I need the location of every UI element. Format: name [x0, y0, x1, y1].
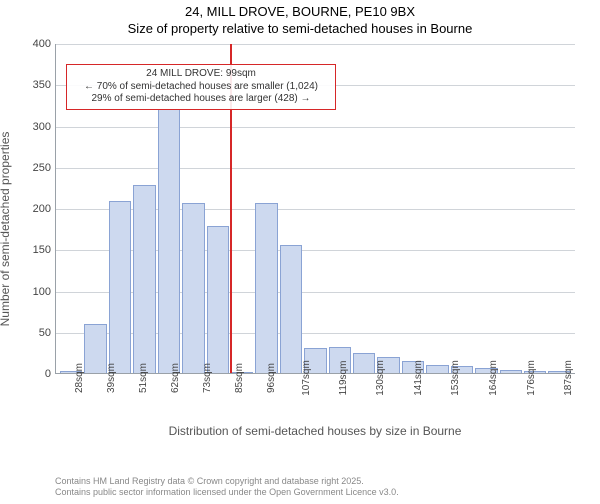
x-tick-label: 51sqm [123, 376, 153, 387]
histogram-bar [207, 226, 229, 373]
x-tick-label: 39sqm [91, 376, 121, 387]
x-tick-label: 176sqm [508, 376, 544, 387]
title-line-1: 24, MILL DROVE, BOURNE, PE10 9BX [0, 4, 600, 19]
title-line-2: Size of property relative to semi-detach… [0, 21, 600, 36]
property-callout: 24 MILL DROVE: 99sqm ← 70% of semi-detac… [66, 64, 336, 110]
x-tick-label: 141sqm [395, 376, 431, 387]
footer-line-1: Contains HM Land Registry data © Crown c… [55, 476, 399, 487]
y-axis-title: Number of semi-detached properties [0, 132, 12, 327]
callout-line-2: ← 70% of semi-detached houses are smalle… [73, 81, 329, 94]
attribution-footer: Contains HM Land Registry data © Crown c… [55, 476, 399, 498]
x-tick-label: 73sqm [187, 376, 217, 387]
callout-line-3: 29% of semi-detached houses are larger (… [73, 93, 329, 106]
x-axis-title: Distribution of semi-detached houses by … [55, 424, 575, 438]
histogram-bar [426, 365, 448, 373]
histogram-bar [500, 370, 522, 373]
footer-line-2: Contains public sector information licen… [55, 487, 399, 498]
x-tick-label: 62sqm [155, 376, 185, 387]
x-tick-label: 96sqm [251, 376, 281, 387]
y-tick-label: 0 [21, 368, 51, 380]
x-tick-label: 130sqm [358, 376, 394, 387]
x-tick-label: 198sqm [583, 376, 600, 387]
y-tick-label: 150 [21, 244, 51, 256]
y-tick-label: 50 [21, 327, 51, 339]
x-tick-label: 107sqm [283, 376, 319, 387]
x-tick-label: 153sqm [433, 376, 469, 387]
x-tick-label: 187sqm [545, 376, 581, 387]
x-tick-label: 119sqm [321, 376, 356, 387]
y-tick-label: 200 [21, 203, 51, 215]
histogram-bar [84, 324, 106, 374]
y-tick-label: 300 [21, 121, 51, 133]
callout-line-1: 24 MILL DROVE: 99sqm [73, 68, 329, 81]
x-tick-label: 28sqm [59, 376, 89, 387]
chart-titles: 24, MILL DROVE, BOURNE, PE10 9BX Size of… [0, 4, 600, 36]
plot-area: 050100150200250300350400 24 MILL DROVE: … [55, 44, 575, 374]
histogram-bar [353, 353, 375, 373]
y-tick-label: 400 [21, 38, 51, 50]
x-labels: 28sqm39sqm51sqm62sqm73sqm85sqm96sqm107sq… [55, 376, 575, 387]
histogram-bar [182, 203, 204, 373]
histogram-bar [133, 185, 155, 373]
histogram-bar [255, 203, 277, 373]
histogram-bar [109, 201, 131, 373]
x-tick-label: 164sqm [470, 376, 506, 387]
y-tick-label: 350 [21, 79, 51, 91]
histogram-chart: Number of semi-detached properties 05010… [55, 44, 575, 414]
histogram-bar [158, 109, 180, 373]
y-tick-label: 100 [21, 286, 51, 298]
x-tick-label: 85sqm [219, 376, 249, 387]
y-tick-label: 250 [21, 162, 51, 174]
histogram-bar [280, 245, 302, 373]
